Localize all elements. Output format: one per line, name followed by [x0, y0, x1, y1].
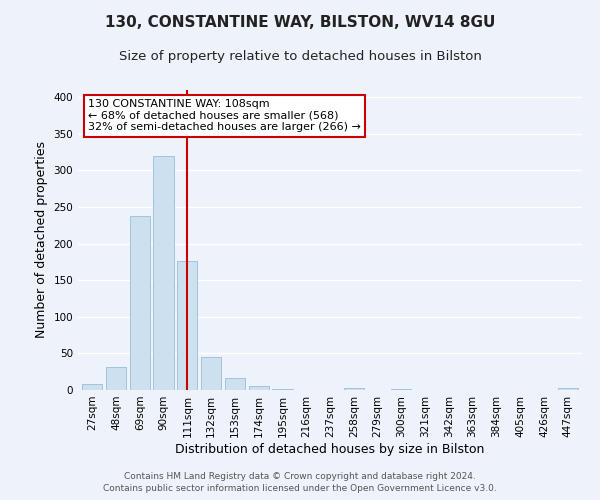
Y-axis label: Number of detached properties: Number of detached properties	[35, 142, 48, 338]
Bar	[272, 388, 293, 390]
Bar	[201, 357, 221, 390]
Text: 130 CONSTANTINE WAY: 108sqm
← 68% of detached houses are smaller (568)
32% of se: 130 CONSTANTINE WAY: 108sqm ← 68% of det…	[88, 99, 361, 132]
Bar	[344, 388, 364, 390]
Bar	[557, 388, 578, 390]
Bar	[106, 366, 126, 390]
Text: Contains public sector information licensed under the Open Government Licence v3: Contains public sector information licen…	[103, 484, 497, 493]
X-axis label: Distribution of detached houses by size in Bilston: Distribution of detached houses by size …	[175, 442, 485, 456]
Text: 130, CONSTANTINE WAY, BILSTON, WV14 8GU: 130, CONSTANTINE WAY, BILSTON, WV14 8GU	[105, 15, 495, 30]
Bar	[82, 384, 103, 390]
Bar	[248, 386, 269, 390]
Bar	[154, 156, 173, 390]
Bar	[225, 378, 245, 390]
Bar	[177, 261, 197, 390]
Text: Size of property relative to detached houses in Bilston: Size of property relative to detached ho…	[119, 50, 481, 63]
Bar	[130, 216, 150, 390]
Text: Contains HM Land Registry data © Crown copyright and database right 2024.: Contains HM Land Registry data © Crown c…	[124, 472, 476, 481]
